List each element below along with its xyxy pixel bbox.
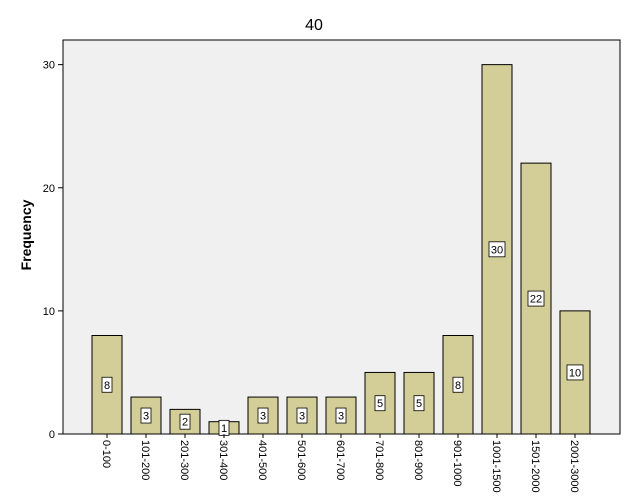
data-label: 8 — [104, 380, 110, 392]
data-label: 5 — [377, 398, 383, 410]
data-label: 22 — [530, 294, 542, 306]
data-label-box — [296, 407, 308, 424]
data-label: 5 — [416, 398, 422, 410]
data-label-box — [527, 290, 545, 307]
data-label-box — [452, 376, 464, 393]
x-tick-label: 1501-2000 — [529, 440, 541, 493]
y-tick-label: 10 — [43, 306, 55, 318]
chart-title: 40 — [305, 17, 323, 34]
data-label: 3 — [143, 411, 149, 423]
x-tick-label: 701-800 — [373, 440, 385, 480]
data-label-box — [488, 241, 506, 258]
x-tick-label: 0-100 — [100, 440, 112, 468]
x-tick-label: 501-600 — [295, 440, 307, 480]
data-label-box — [335, 407, 347, 424]
y-axis-label: Frequency — [18, 199, 34, 270]
x-tick-label: 801-900 — [412, 440, 424, 480]
plot-area: 0 10 20 30 8 0-100 3 101-200 2 201-300 1 301-400 3 40… — [43, 39, 621, 493]
data-label: 3 — [338, 411, 344, 423]
data-label: 1 — [221, 423, 227, 435]
x-tick-label: 2001-3000 — [568, 440, 580, 493]
x-tick-label: 901-1000 — [451, 440, 463, 487]
data-label-box — [413, 395, 425, 412]
data-label-box — [374, 395, 386, 412]
data-label: 10 — [569, 367, 581, 379]
x-tick-label: 601-700 — [334, 440, 346, 480]
x-tick-label: 101-200 — [139, 440, 151, 480]
data-label-box — [566, 364, 584, 381]
x-tick-label: 1001-1500 — [490, 440, 502, 493]
data-label-box — [140, 407, 152, 424]
x-tick-label: 301-400 — [217, 440, 229, 480]
data-label: 8 — [455, 380, 461, 392]
data-label: 30 — [491, 244, 503, 256]
x-tick-label: 201-300 — [178, 440, 190, 480]
y-tick-label: 20 — [43, 183, 55, 195]
y-tick-label: 0 — [49, 429, 55, 441]
data-label: 3 — [299, 411, 305, 423]
data-label-box — [179, 413, 191, 430]
data-label-box — [101, 376, 113, 393]
y-tick-label: 30 — [43, 60, 55, 72]
data-label: 2 — [182, 417, 188, 429]
data-label-box — [257, 407, 269, 424]
data-label: 3 — [260, 411, 266, 423]
x-tick-label: 401-500 — [256, 440, 268, 480]
